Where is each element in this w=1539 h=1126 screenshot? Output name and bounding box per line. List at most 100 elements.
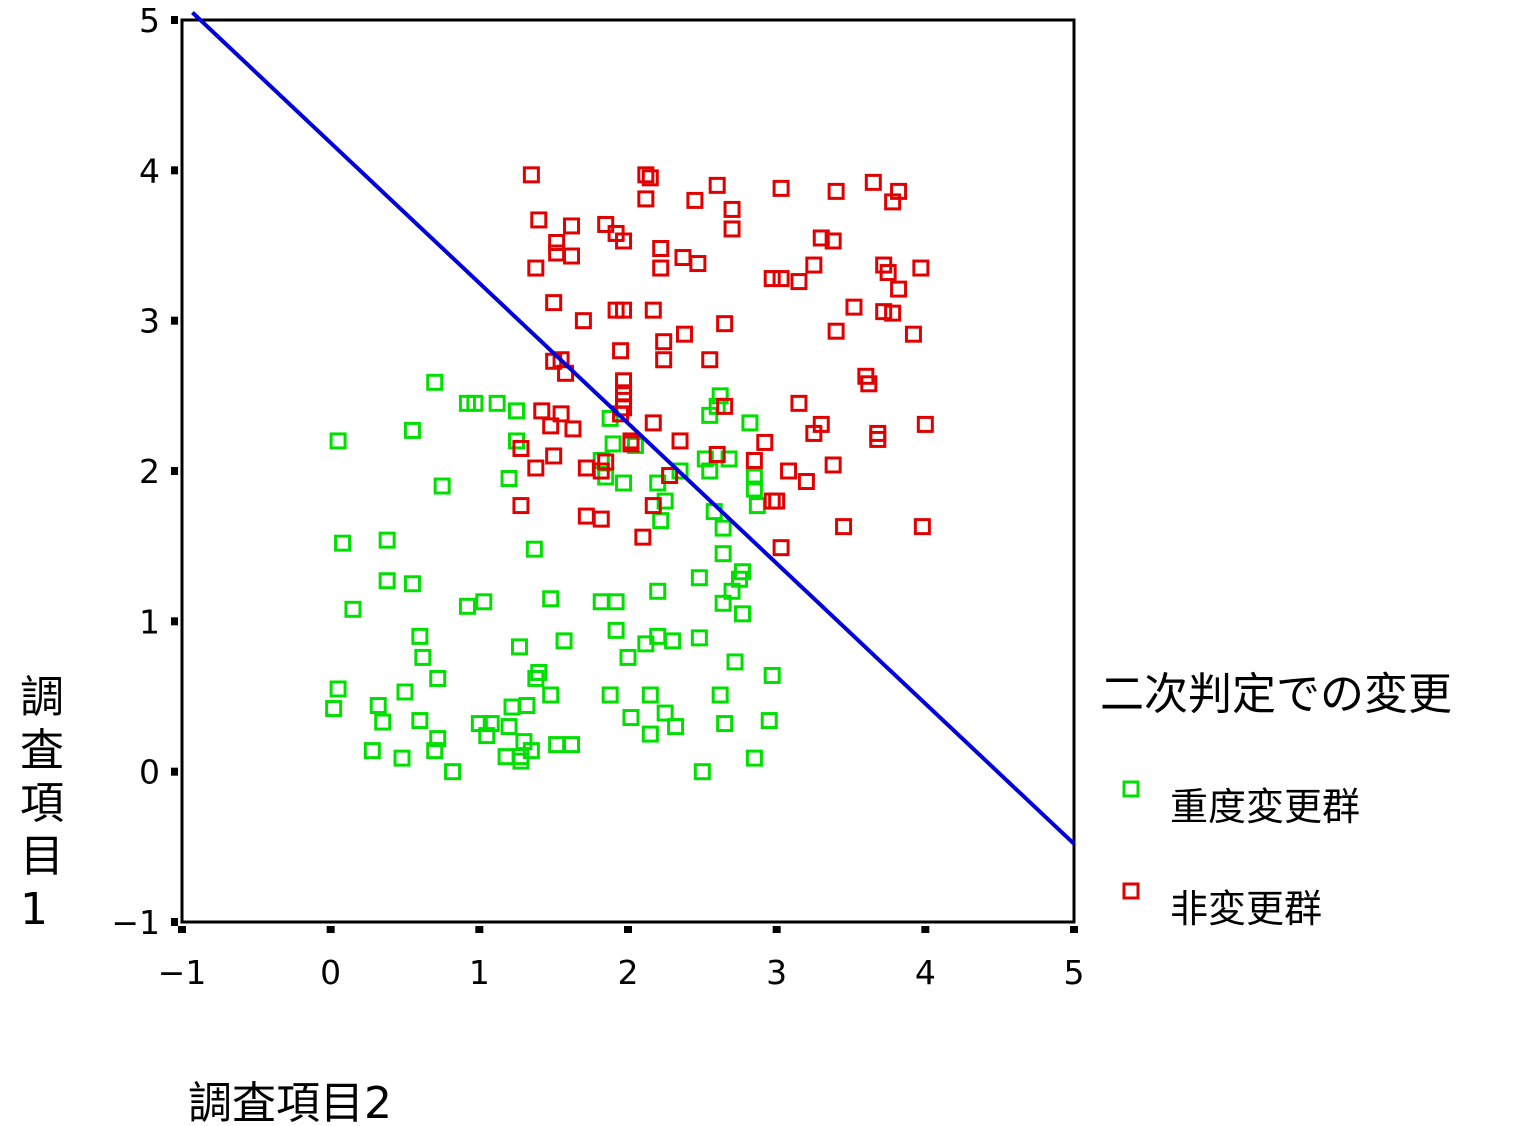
point-severe bbox=[563, 736, 581, 754]
point-severe bbox=[522, 742, 540, 760]
point-unchanged bbox=[644, 414, 662, 432]
point-severe bbox=[329, 432, 347, 450]
point-severe bbox=[497, 748, 515, 766]
point-severe bbox=[475, 593, 493, 611]
point-unchanged bbox=[772, 270, 790, 288]
point-unchanged bbox=[716, 315, 734, 333]
y-axis-ticks: 5 4 3 2 1 0 −1 bbox=[111, 1, 178, 942]
point-severe bbox=[696, 450, 714, 468]
point-severe bbox=[329, 680, 347, 698]
legend-label-severe: 重度変更群 bbox=[1170, 785, 1360, 829]
point-severe bbox=[542, 686, 560, 704]
point-unchanged bbox=[790, 394, 808, 412]
point-severe bbox=[701, 462, 719, 480]
point-severe bbox=[641, 725, 659, 743]
point-unchanged bbox=[597, 453, 615, 471]
x-tick-mark bbox=[921, 926, 930, 933]
point-unchanged bbox=[716, 397, 734, 415]
point-unchanged bbox=[864, 173, 882, 191]
point-unchanged bbox=[634, 528, 652, 546]
point-unchanged bbox=[845, 298, 863, 316]
point-unchanged bbox=[612, 342, 630, 360]
point-severe bbox=[426, 742, 444, 760]
point-unchanged bbox=[772, 179, 790, 197]
legend-marker-unchanged bbox=[1122, 882, 1140, 900]
y-tick-mark bbox=[171, 467, 178, 475]
point-unchanged bbox=[827, 182, 845, 200]
point-severe bbox=[690, 629, 708, 647]
y-tick-label: 3 bbox=[139, 302, 160, 341]
y-tick-mark bbox=[171, 316, 178, 325]
point-unchanged bbox=[577, 507, 595, 525]
x-tick-mark bbox=[1070, 926, 1078, 933]
point-unchanged bbox=[527, 459, 545, 477]
point-severe bbox=[433, 477, 451, 495]
point-severe bbox=[503, 698, 521, 716]
point-unchanged bbox=[708, 445, 726, 463]
legend-marker-severe bbox=[1122, 780, 1140, 798]
point-unchanged bbox=[674, 249, 692, 267]
point-severe bbox=[714, 594, 732, 612]
y-tick-label: 4 bbox=[139, 151, 160, 190]
point-severe bbox=[414, 648, 432, 666]
point-unchanged bbox=[879, 264, 897, 282]
point-severe bbox=[500, 470, 518, 488]
point-unchanged bbox=[655, 351, 673, 369]
point-severe bbox=[482, 715, 500, 733]
point-unchanged bbox=[622, 435, 640, 453]
legend-title: 二次判定での変更 bbox=[1100, 669, 1452, 720]
point-unchanged bbox=[890, 182, 908, 200]
point-unchanged bbox=[797, 473, 815, 491]
point-unchanged bbox=[527, 259, 545, 277]
point-severe bbox=[626, 436, 644, 454]
point-unchanged bbox=[824, 456, 842, 474]
point-severe bbox=[745, 480, 763, 498]
point-unchanged bbox=[835, 518, 853, 536]
point-severe bbox=[344, 600, 362, 618]
point-unchanged bbox=[564, 420, 582, 438]
point-unchanged bbox=[772, 539, 790, 557]
point-severe bbox=[641, 686, 659, 704]
point-severe bbox=[733, 605, 751, 623]
point-unchanged bbox=[545, 294, 563, 312]
point-severe bbox=[656, 704, 674, 722]
y-tick-label: −1 bbox=[111, 903, 160, 942]
y-tick-mark bbox=[171, 767, 178, 776]
point-severe bbox=[378, 572, 396, 590]
point-unchanged bbox=[805, 256, 823, 274]
point-unchanged bbox=[563, 247, 581, 265]
point-unchanged bbox=[913, 518, 931, 536]
point-unchanged bbox=[708, 176, 726, 194]
point-severe bbox=[500, 718, 518, 736]
point-severe bbox=[334, 534, 352, 552]
point-unchanged bbox=[577, 459, 595, 477]
plot-frame bbox=[180, 18, 1076, 924]
point-unchanged bbox=[768, 492, 786, 510]
point-unchanged bbox=[723, 220, 741, 238]
point-unchanged bbox=[512, 497, 530, 515]
reference-line bbox=[191, 11, 1076, 846]
point-unchanged bbox=[512, 439, 530, 457]
point-severe bbox=[733, 563, 751, 581]
point-severe bbox=[649, 582, 667, 600]
point-unchanged bbox=[637, 166, 655, 184]
y-tick-mark bbox=[171, 16, 178, 24]
point-severe bbox=[748, 497, 766, 515]
point-unchanged bbox=[689, 255, 707, 273]
point-unchanged bbox=[671, 432, 689, 450]
point-unchanged bbox=[522, 166, 540, 184]
point-unchanged bbox=[533, 402, 551, 420]
point-severe bbox=[667, 718, 685, 736]
point-unchanged bbox=[824, 232, 842, 250]
point-severe bbox=[411, 627, 429, 645]
point-severe bbox=[716, 715, 734, 733]
point-unchanged bbox=[545, 447, 563, 465]
point-unchanged bbox=[612, 405, 630, 423]
point-severe bbox=[466, 394, 484, 412]
point-unchanged bbox=[615, 301, 633, 319]
point-unchanged bbox=[812, 415, 830, 433]
point-unchanged bbox=[675, 325, 693, 343]
point-severe bbox=[396, 683, 414, 701]
data-points bbox=[325, 166, 934, 781]
point-unchanged bbox=[869, 430, 887, 448]
